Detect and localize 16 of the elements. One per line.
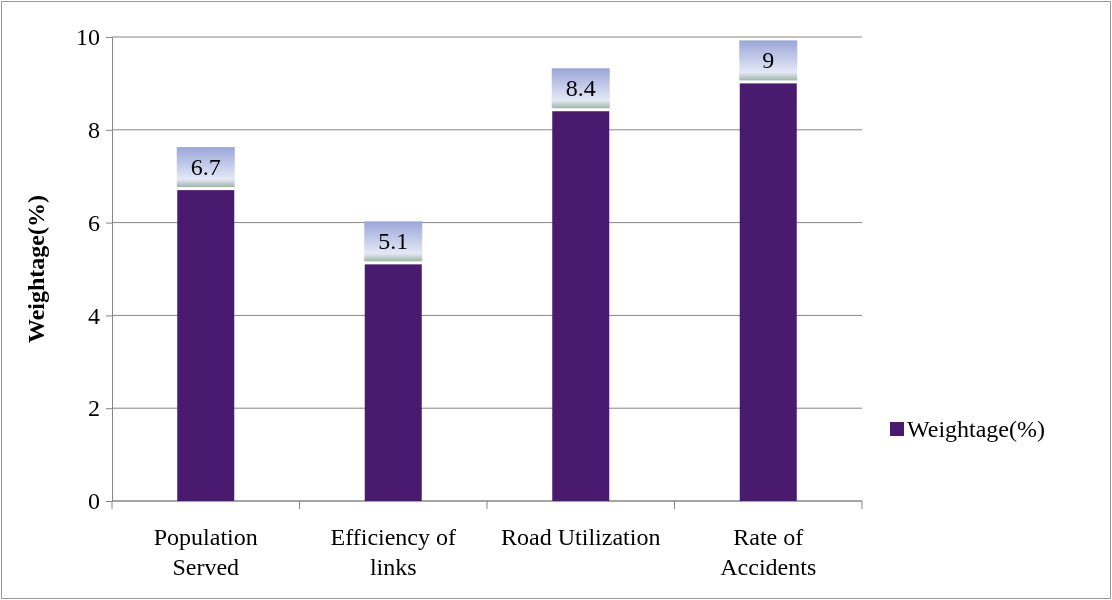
- y-axis-title: Weightage(%): [23, 195, 49, 343]
- y-tick-label: 10: [76, 24, 100, 51]
- y-tick-label: 0: [88, 488, 100, 515]
- data-label: 8.4: [565, 75, 596, 102]
- y-tick-label: 8: [88, 116, 100, 143]
- x-tick-label: Efficiency of links: [330, 524, 456, 580]
- x-tick-label: Population Served: [153, 524, 258, 580]
- x-tick-label: Rate of Accidents: [720, 524, 817, 580]
- data-label: 5.1: [378, 228, 409, 255]
- y-tick-label: 4: [88, 302, 100, 329]
- data-label: 6.7: [190, 154, 221, 181]
- data-label: 9: [762, 47, 775, 74]
- y-tick-label: 2: [88, 395, 100, 422]
- x-tick-label: Road Utilization: [501, 524, 661, 550]
- legend-label: Weightage(%): [907, 416, 1045, 442]
- y-tick-label: 6: [88, 209, 100, 236]
